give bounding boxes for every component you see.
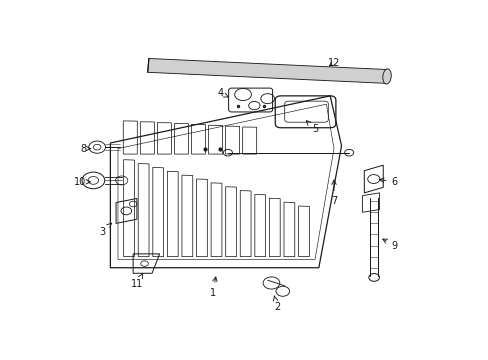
Text: 6: 6 — [379, 177, 397, 187]
Text: 5: 5 — [306, 121, 318, 134]
Text: 4: 4 — [217, 88, 228, 98]
Ellipse shape — [382, 69, 390, 84]
Text: 7: 7 — [330, 180, 336, 206]
Text: 12: 12 — [327, 58, 340, 68]
Text: 11: 11 — [130, 274, 143, 289]
Text: 9: 9 — [382, 239, 397, 251]
Text: 1: 1 — [209, 277, 217, 298]
Polygon shape — [147, 58, 387, 84]
Text: 8: 8 — [81, 144, 90, 153]
Text: 10: 10 — [74, 177, 90, 187]
Text: 2: 2 — [273, 296, 280, 311]
Text: 3: 3 — [100, 223, 111, 237]
